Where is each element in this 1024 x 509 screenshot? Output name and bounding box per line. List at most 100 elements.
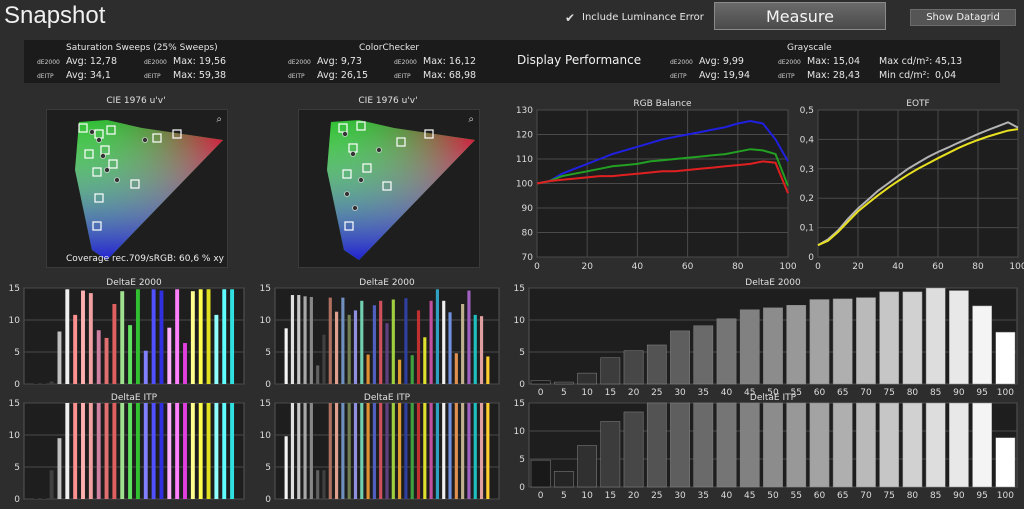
bar	[284, 328, 288, 384]
x-tick-label: 100	[779, 262, 796, 272]
bar	[347, 403, 351, 499]
bar	[120, 291, 125, 384]
y-tick-label: 0,4	[800, 135, 815, 145]
y-tick-label: 0,1	[800, 224, 814, 234]
chart-title: DeltaE ITP	[750, 393, 797, 403]
bar	[416, 403, 421, 499]
bar	[120, 403, 125, 499]
x-tick-label: 5	[561, 388, 567, 398]
x-tick-label: 5	[561, 491, 567, 501]
overall-de2000-label: dE2000	[670, 59, 693, 66]
bar	[454, 403, 458, 499]
y-tick-label: 120	[516, 131, 533, 141]
x-tick-label: 100	[1009, 262, 1024, 272]
bar	[198, 289, 203, 384]
series-line	[536, 119, 789, 185]
bar	[151, 403, 156, 499]
bar	[230, 289, 235, 384]
y-tick-label: 10	[9, 316, 21, 326]
x-tick-label: 45	[744, 388, 755, 398]
x-tick-label: 75	[883, 388, 894, 398]
colorchecker-avg-deitp: Avg: 26,15	[317, 70, 369, 81]
bar	[454, 353, 458, 384]
colorchecker-max-de2000: Max: 16,12	[423, 56, 477, 67]
x-tick-label: 60	[814, 491, 826, 501]
magnifier-icon[interactable]: ⌕	[216, 114, 222, 125]
y-tick-label: 0	[808, 253, 814, 263]
y-tick-label: 0	[14, 495, 20, 505]
overall-deitp-label: dEITP	[670, 73, 687, 80]
bar	[739, 402, 760, 488]
saturation-de2000-label-2: dE2000	[144, 59, 167, 66]
bar	[423, 403, 427, 499]
x-tick-label: 30	[674, 388, 686, 398]
bar	[49, 470, 54, 499]
chart-title: RGB Balance	[633, 99, 692, 109]
x-tick-label: 0	[538, 491, 544, 501]
bar	[577, 445, 597, 488]
bar	[670, 402, 690, 488]
bar	[128, 325, 133, 384]
magnifier-icon[interactable]: ⌕	[468, 114, 474, 125]
bar	[222, 289, 227, 384]
colorchecker-deitp-label: dEITP	[288, 73, 305, 80]
x-tick-label: 60	[932, 262, 944, 272]
bar	[135, 289, 140, 384]
bar	[57, 331, 62, 384]
bar	[49, 381, 54, 384]
bar	[739, 309, 760, 385]
y-tick-label: 80	[522, 229, 534, 239]
y-tick-label: 0	[519, 380, 525, 390]
y-tick-label: 10	[514, 316, 526, 326]
cie-diagram-saturation[interactable]: ⌕	[46, 109, 228, 268]
y-tick-label: 0	[265, 495, 271, 505]
bar	[73, 314, 78, 384]
x-tick-label: 50	[767, 388, 779, 398]
saturation-avg-de2000: Avg: 12,78	[66, 56, 118, 67]
x-tick-label: 10	[581, 491, 593, 501]
x-tick-label: 95	[976, 388, 987, 398]
chart-title: DeltaE 2000	[745, 278, 801, 288]
bar	[96, 403, 101, 499]
y-tick-label: 10	[260, 316, 272, 326]
bar	[410, 355, 414, 384]
bar	[398, 359, 402, 384]
cie-plot	[75, 120, 223, 260]
bar	[353, 403, 358, 499]
series-line	[817, 121, 1019, 247]
x-tick-label: 15	[605, 491, 616, 501]
x-tick-label: 90	[953, 491, 965, 501]
measure-button[interactable]: Measure	[714, 2, 886, 30]
bar	[183, 343, 187, 384]
bar	[65, 403, 70, 499]
show-datagrid-button[interactable]: Show Datagrid	[910, 9, 1016, 26]
x-tick-label: 10	[581, 388, 593, 398]
series-line	[817, 128, 1019, 247]
page-title: Snapshot	[4, 2, 106, 29]
y-tick-label: 15	[9, 399, 20, 409]
bar	[309, 296, 313, 384]
bar	[435, 289, 439, 384]
x-tick-label: 85	[930, 388, 941, 398]
bar	[530, 459, 551, 488]
bar	[879, 402, 900, 488]
bar	[33, 497, 38, 499]
y-tick-label: 15	[514, 284, 525, 294]
colorchecker-max-deitp: Max: 68,98	[423, 70, 477, 81]
y-tick-label: 15	[9, 284, 20, 294]
bar	[435, 403, 439, 499]
x-tick-label: 45	[744, 491, 755, 501]
bar	[159, 290, 164, 384]
include-luminance-checkbox[interactable]: ✔	[565, 11, 576, 25]
bar	[41, 495, 46, 499]
bar	[303, 296, 307, 384]
bar	[33, 383, 38, 384]
x-tick-label: 60	[682, 262, 694, 272]
bar	[486, 403, 490, 499]
bar	[646, 402, 667, 488]
bar	[763, 402, 783, 488]
cie-diagram-colorchecker[interactable]: ⌕	[298, 109, 480, 268]
y-tick-label: 0	[265, 380, 271, 390]
saturation-avg-deitp: Avg: 34,1	[66, 70, 111, 81]
bar	[379, 300, 383, 384]
